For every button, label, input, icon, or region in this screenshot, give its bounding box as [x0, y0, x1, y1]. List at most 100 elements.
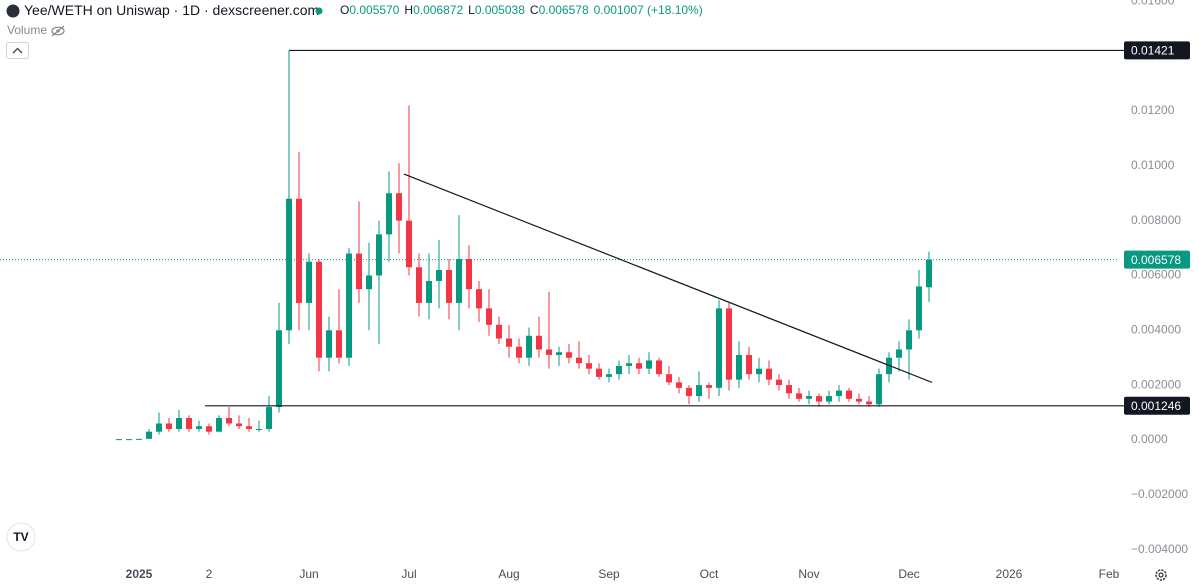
- candle-body: [906, 330, 912, 350]
- x-tick-label: Nov: [798, 567, 819, 581]
- candle-body: [216, 418, 222, 432]
- ohlc-key: O: [340, 3, 349, 17]
- candle-body: [836, 390, 842, 397]
- candle-body: [176, 418, 182, 429]
- x-tick-label: Dec: [898, 567, 919, 581]
- candle-body: [756, 368, 762, 375]
- candle-body: [536, 335, 542, 350]
- candle-body: [116, 439, 122, 441]
- candle-body: [166, 423, 172, 429]
- x-tick-label: 2: [206, 567, 213, 581]
- candle-body: [576, 357, 582, 364]
- y-tick-label: 0.0000: [1131, 432, 1168, 446]
- header-title: Yee/WETH on Uniswap · 1D · dexscreener.c…: [24, 2, 319, 18]
- change-value: 0.001007 (+18.10%): [594, 3, 703, 17]
- candle-body: [616, 365, 622, 375]
- level-label: 0.01421: [1131, 44, 1175, 58]
- chart-header: Yee/WETH on Uniswap · 1D · dexscreener.c…: [24, 2, 703, 18]
- candle-body: [426, 280, 432, 303]
- candle-body: [306, 261, 312, 303]
- x-tick-label: Sep: [598, 567, 620, 581]
- candle-body: [846, 390, 852, 399]
- y-tick-label: 0.004000: [1131, 322, 1181, 336]
- candle-body: [326, 330, 332, 358]
- candle-body: [826, 396, 832, 402]
- candle-body: [156, 423, 162, 432]
- candle-body: [556, 352, 562, 355]
- candle-body: [436, 269, 442, 281]
- candle-body: [916, 286, 922, 331]
- y-tick-label: 0.008000: [1131, 213, 1181, 227]
- candle-body: [786, 385, 792, 394]
- candle-body: [346, 253, 352, 358]
- volume-label: Volume: [7, 23, 47, 37]
- x-tick-label: Oct: [700, 567, 719, 581]
- level-label: 0.001246: [1131, 399, 1181, 413]
- candle-body: [926, 259, 932, 288]
- candle-body: [586, 363, 592, 369]
- hide-icon[interactable]: [51, 25, 65, 37]
- candle-body: [446, 269, 452, 303]
- trendline: [403, 173, 933, 383]
- candle-body: [876, 374, 882, 405]
- candle-body: [666, 374, 672, 383]
- collapse-button[interactable]: [6, 42, 29, 59]
- candle-body: [506, 338, 512, 347]
- symbol-icon: [6, 4, 20, 18]
- candle-body: [466, 259, 472, 290]
- candle-body: [816, 396, 822, 402]
- candle-body: [706, 385, 712, 388]
- candle-body: [416, 267, 422, 303]
- candle-body: [486, 308, 492, 325]
- candle-body: [256, 428, 262, 430]
- candle-body: [316, 261, 322, 358]
- candle-body: [606, 374, 612, 377]
- x-tick-label: Aug: [498, 567, 519, 581]
- candle-body: [806, 396, 812, 399]
- ohlc-key: H: [404, 3, 413, 17]
- y-tick-label: −0.002000: [1131, 487, 1188, 501]
- x-tick-label: Jun: [299, 567, 318, 581]
- candle-body: [296, 198, 302, 303]
- status-dot: [315, 7, 323, 15]
- candle-body: [896, 349, 902, 358]
- y-tick-label: 0.01600: [1131, 0, 1175, 8]
- x-tick-label: Feb: [1099, 567, 1120, 581]
- candle-body: [656, 360, 662, 375]
- candle-body: [386, 193, 392, 235]
- candle-body: [356, 253, 362, 290]
- last-price-label: 0.006578: [1131, 253, 1181, 267]
- ohlc-key: L: [468, 3, 475, 17]
- settings-icon[interactable]: [1155, 569, 1167, 581]
- candle-body: [276, 330, 282, 408]
- candle-body: [716, 308, 722, 388]
- ohlc-value: 0.006578: [539, 3, 589, 17]
- candle-body: [546, 349, 552, 355]
- candle-body: [686, 387, 692, 397]
- x-tick-label: 2026: [996, 567, 1023, 581]
- level-label-box: [1124, 396, 1190, 415]
- candle-body: [266, 407, 272, 429]
- candle-body: [246, 426, 252, 429]
- y-tick-label: 0.006000: [1131, 268, 1181, 282]
- candle-body: [626, 363, 632, 366]
- candle-body: [196, 426, 202, 429]
- candle-body: [516, 346, 522, 358]
- candle-body: [566, 352, 572, 358]
- ohlc-value: 0.005038: [475, 3, 525, 17]
- candle-body: [126, 439, 132, 441]
- tradingview-logo[interactable]: TV: [6, 522, 36, 552]
- candle-body: [406, 220, 412, 268]
- last-price-box: [1124, 250, 1190, 269]
- candle-body: [596, 368, 602, 377]
- candle-body: [796, 393, 802, 399]
- candle-body: [736, 354, 742, 380]
- candle-body: [226, 418, 232, 424]
- candle-body: [676, 382, 682, 388]
- x-tick-label: Jul: [401, 567, 416, 581]
- candle-body: [696, 385, 702, 397]
- candle-body: [366, 275, 372, 290]
- candle-body: [206, 426, 212, 432]
